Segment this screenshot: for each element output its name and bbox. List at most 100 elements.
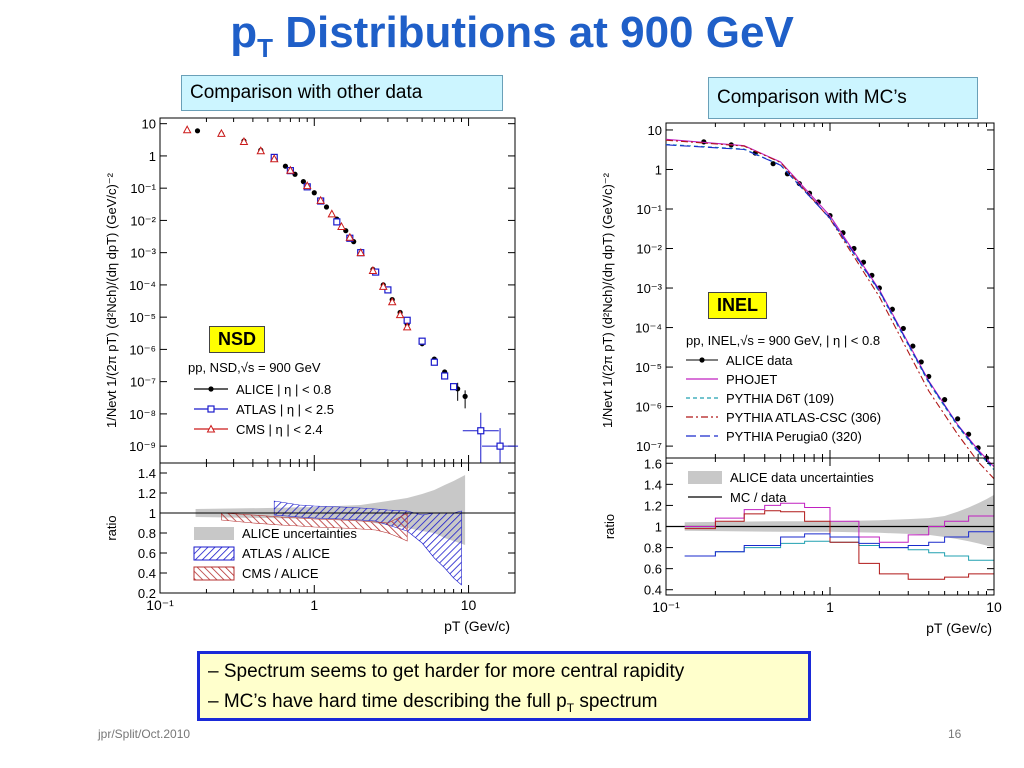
left-alice-point: [323, 204, 330, 210]
left-atlas-point: [333, 218, 341, 226]
left-spectrum-ytick-label: 10⁻⁴: [129, 278, 156, 293]
right-ratio-ytick-label: 1.2: [644, 498, 662, 513]
left-ratio-band-cms-alice: [221, 512, 408, 542]
right-spectrum-frame: [665, 122, 995, 459]
right-legend-marker: [699, 357, 705, 363]
left-cms-point: [239, 136, 249, 146]
right-ratio-line-pythia-atlas-csc-306: [684, 510, 995, 580]
left-ratio-frame: [159, 462, 516, 594]
left-ratio-xtick-label: 10: [461, 597, 477, 613]
right-ratio-line-phojet: [684, 502, 995, 543]
left-ratio-ytick-label: 0.8: [138, 526, 156, 541]
left-cms-point: [327, 209, 337, 218]
left-ratio-legend-swatch: [194, 527, 234, 540]
left-legend-title: pp, NSD,√s = 900 GeV: [188, 360, 321, 375]
right-ratio-ytick-label: 1.6: [644, 456, 662, 471]
right-alice-data-point: [900, 325, 906, 332]
right-ratio-ytick-label: 1: [655, 520, 662, 535]
right-figure: 10 1 10⁻¹ 10⁻² 10⁻³ 10⁻⁴ 10⁻⁵ 10⁻⁶ 10⁻⁷ 1/Nevt 1/…: [600, 122, 1002, 636]
left-ratio-band-atlas-alice: [273, 500, 462, 586]
right-legend-title: pp, INEL,√s = 900 GeV, | η | < 0.8: [686, 333, 880, 348]
left-atlas-point: [441, 372, 449, 380]
left-ratio-legend-label: ALICE uncertainties: [242, 526, 357, 541]
right-ratio-line-pythia-d6t-109: [684, 540, 995, 567]
left-cms-point: [256, 146, 266, 155]
title-subscript: T: [257, 32, 273, 63]
left-legend-label: CMS | η | < 2.4: [236, 422, 323, 437]
left-figure: 10 1 10⁻¹ 10⁻² 10⁻³ 10⁻⁴ 10⁻⁵ 10⁻⁶ 10⁻⁷ 10⁻⁸ 10⁻⁹ 1…: [104, 117, 519, 634]
right-ratio-plot: 1.6 1.4 1.2 1 0.8 0.6 0.410⁻¹ 1 10 ratio pT (Gev/c…: [602, 456, 1002, 636]
left-ratio-xtick-label: 1: [310, 597, 318, 613]
right-spectrum-ytick-label: 10: [648, 123, 662, 138]
left-ratio-xtick-label: 10⁻¹: [146, 597, 174, 613]
left-cms-point: [286, 165, 295, 174]
left-spectrum-ytick-label: 1: [149, 149, 156, 164]
note-line-2: – MC’s have hard time describing the ful…: [208, 687, 800, 723]
right-spectrum-ylabel: 1/Nevt 1/(2π pT) (d²Nch)/(dη dpT) (GeV/c…: [600, 172, 615, 428]
left-spectrum-plot: 10 1 10⁻¹ 10⁻² 10⁻³ 10⁻⁴ 10⁻⁵ 10⁻⁶ 10⁻⁷ 10⁻⁸ 10⁻⁹ 1…: [104, 117, 519, 464]
left-cms-point: [395, 310, 405, 319]
right-ratio-xlabel: pT (Gev/c): [926, 620, 992, 636]
title-rest: Distributions at 900 GeV: [272, 8, 794, 57]
right-ratio-line-pythia-perugia0-320: [684, 526, 995, 557]
right-legend-label: PYTHIA D6T (109): [726, 391, 834, 406]
left-spectrum-ylabel: 1/Nevt 1/(2π pT) (d²Nch)/(dη dpT) (GeV/c…: [104, 172, 119, 428]
left-ratio-legend-label: CMS / ALICE: [242, 566, 319, 581]
right-alice-data-point: [955, 416, 961, 422]
right-legend-label: PHOJET: [726, 372, 777, 387]
title-p: p: [230, 8, 258, 57]
right-alice-data-point: [942, 397, 948, 403]
left-alice-point: [300, 178, 306, 185]
left-ratio-ylabel: ratio: [104, 515, 119, 540]
right-legend-label: PYTHIA ATLAS-CSC (306): [726, 410, 881, 425]
left-cms-point: [316, 195, 326, 204]
left-spectrum-ytick-label: 10⁻⁹: [129, 439, 156, 454]
left-spectrum-ytick-label: 10⁻⁵: [129, 310, 156, 325]
left-atlas-point: [418, 337, 426, 345]
right-alice-data-point: [918, 359, 924, 365]
left-ratio-ytick-label: 1: [149, 506, 156, 521]
right-spectrum-ytick-label: 10⁻⁷: [636, 439, 662, 454]
left-ratio-ytick-label: 0.6: [138, 546, 156, 561]
left-alice-point: [462, 393, 468, 399]
left-legend-marker: [206, 424, 216, 433]
right-legend-label: PYTHIA Perugia0 (320): [726, 429, 862, 444]
left-spectrum-ytick-label: 10⁻²: [130, 213, 156, 228]
left-ratio-legend-swatch: [193, 546, 235, 561]
right-spectrum-ytick-label: 10⁻³: [636, 281, 662, 296]
right-ratio-xtick-label: 10: [986, 599, 1002, 615]
note-line-2-subscript: T: [566, 700, 575, 715]
right-ratio-xtick-label: 10⁻¹: [652, 599, 680, 615]
right-spectrum-ytick-label: 10⁻⁵: [635, 360, 662, 375]
right-spectrum-plot: 10 1 10⁻¹ 10⁻² 10⁻³ 10⁻⁴ 10⁻⁵ 10⁻⁶ 10⁻⁷ 1/Nevt 1/…: [600, 122, 995, 480]
right-alice-data-point: [910, 343, 916, 349]
left-cms-point: [302, 181, 312, 190]
right-ratio-ylabel: ratio: [602, 514, 617, 539]
right-ratio-legend-label: MC / data: [730, 490, 787, 505]
left-atlas-point: [477, 427, 485, 435]
left-cms-point: [269, 154, 279, 163]
note-line-2-end: spectrum: [574, 691, 658, 712]
left-cms-point: [378, 281, 388, 290]
left-cms-point: [402, 322, 412, 331]
right-spectrum-ytick-label: 10⁻⁴: [635, 321, 662, 336]
left-cms-point: [217, 128, 226, 137]
right-alice-data-point: [815, 199, 822, 205]
page-number: 16: [948, 727, 962, 741]
summary-note: – Spectrum seems to get harder for more …: [197, 651, 811, 721]
left-cms-point: [182, 125, 192, 134]
nsd-tag: NSD: [209, 326, 266, 353]
left-alice-point: [282, 163, 289, 169]
left-cms-point: [345, 232, 355, 241]
right-ratio-legend-swatch: [688, 471, 722, 484]
left-spectrum-ytick-label: 10⁻⁷: [130, 375, 156, 390]
slide-title: pT Distributions at 900 GeV: [0, 8, 1024, 64]
left-legend-label: ATLAS | η | < 2.5: [236, 402, 334, 417]
right-spectrum-ytick-label: 10⁻¹: [636, 202, 662, 217]
left-ratio-legend-label: ATLAS / ALICE: [242, 546, 330, 561]
left-spectrum-ytick-label: 10: [142, 117, 156, 132]
note-line-1: – Spectrum seems to get harder for more …: [208, 661, 685, 682]
left-ratio-xlabel: pT (Gev/c): [444, 618, 510, 634]
left-ratio-ytick-label: 1.2: [138, 486, 156, 501]
right-line-pythia-atlas-csc-306: [665, 139, 995, 480]
